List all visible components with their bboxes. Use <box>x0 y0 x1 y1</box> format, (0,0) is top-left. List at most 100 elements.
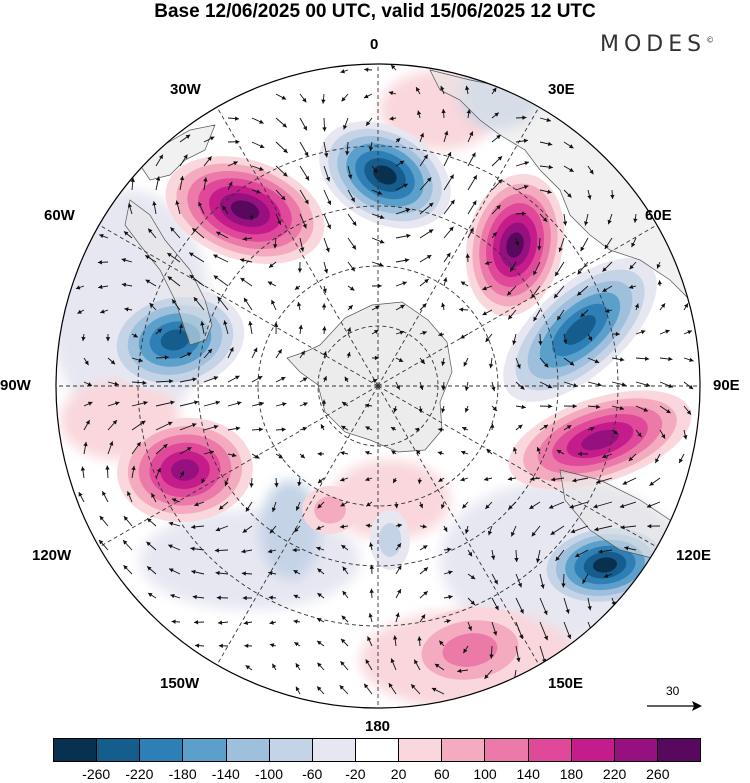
wind-arrow <box>251 401 265 407</box>
wind-arrow <box>131 333 139 338</box>
wind-arrow <box>179 154 188 167</box>
wind-arrow <box>443 277 448 287</box>
lon-label-90e: 90E <box>713 377 740 394</box>
wind-arrow <box>683 381 694 390</box>
wind-arrow <box>240 277 253 287</box>
wind-arrow <box>419 303 427 311</box>
meridian-line <box>377 220 665 387</box>
wind-arrow <box>462 501 469 509</box>
wind-arrow <box>268 595 277 600</box>
wind-arrow <box>467 200 477 215</box>
lon-label-0: 0 <box>370 36 379 53</box>
wind-arrow <box>346 351 351 359</box>
wind-arrow <box>179 400 199 407</box>
wind-arrow <box>491 573 499 585</box>
wind-arrow <box>320 424 325 431</box>
wind-arrow <box>121 258 133 263</box>
wind-arrow <box>659 381 674 388</box>
wind-arrow <box>419 154 429 167</box>
wind-arrow <box>419 544 428 551</box>
wind-arrow <box>347 285 355 291</box>
wind-arrow <box>340 450 349 456</box>
wind-arrow <box>395 381 401 390</box>
wind-arrow <box>295 501 301 511</box>
anomaly-contour <box>442 633 498 667</box>
wind-arrow <box>152 201 157 215</box>
wind-arrow <box>227 116 240 121</box>
wind-arrow <box>515 645 521 663</box>
wind-arrow <box>99 234 109 239</box>
wind-arrow <box>365 476 373 482</box>
lon-label-150w: 150W <box>160 675 200 692</box>
colorbar-tick-label: -180 <box>168 766 197 782</box>
wind-arrow <box>563 333 568 345</box>
wind-arrow <box>271 663 277 671</box>
wind-arrow <box>217 620 229 625</box>
wind-arrow <box>563 424 572 431</box>
wind-arrow <box>323 261 329 274</box>
wind-arrow <box>168 568 181 575</box>
wind-arrow <box>100 309 109 314</box>
wind-arrow <box>657 280 663 287</box>
wind-arrow <box>297 477 302 487</box>
lon-label-180: 180 <box>365 718 391 735</box>
wind-arrow <box>341 615 349 623</box>
wind-arrow <box>131 380 147 385</box>
wind-arrow <box>487 525 493 536</box>
wind-arrow <box>155 443 168 455</box>
colorbar-tick-label: -140 <box>211 766 240 782</box>
wind-arrow <box>440 85 445 95</box>
wind-arrow <box>484 260 493 266</box>
wind-arrow <box>121 282 133 288</box>
wind-arrow <box>170 226 181 239</box>
wind-arrow <box>539 117 552 123</box>
wind-arrow <box>371 305 380 311</box>
wind-arrow <box>124 307 133 312</box>
wind-arrow <box>531 525 541 537</box>
wind-arrow <box>123 564 133 575</box>
wind-arrow <box>509 261 517 272</box>
wind-arrow <box>587 189 592 200</box>
wind-arrow <box>155 355 169 360</box>
wind-arrow <box>467 573 476 580</box>
wind-arrow <box>168 544 181 551</box>
wind-arrow <box>619 501 637 509</box>
wind-arrow <box>251 141 265 149</box>
wind-arrow <box>563 357 575 366</box>
landmass <box>594 705 625 708</box>
wind-arrow <box>419 202 434 215</box>
wind-arrow <box>215 570 229 576</box>
anomaly-contour <box>592 557 618 573</box>
wind-arrow <box>105 465 110 479</box>
wind-arrow <box>190 546 205 551</box>
wind-arrow <box>83 357 89 366</box>
wind-arrow <box>218 643 229 649</box>
wind-arrow <box>341 93 349 102</box>
wind-arrow <box>587 357 600 364</box>
wind-arrow <box>515 184 529 191</box>
wind-arrow <box>371 165 378 174</box>
wind-arrow <box>323 213 331 230</box>
wind-arrow <box>316 546 325 551</box>
wind-arrow <box>122 539 133 551</box>
colorbar-tick-label: 180 <box>559 766 584 782</box>
wind-arrow <box>602 261 613 272</box>
wind-arrow <box>179 352 192 359</box>
wind-arrow <box>267 281 277 287</box>
wind-arrow <box>415 449 421 455</box>
wind-arrow <box>249 477 254 488</box>
wind-arrow <box>275 93 287 100</box>
wind-arrow <box>317 568 325 575</box>
wind-arrow <box>515 115 527 120</box>
wind-arrow <box>299 117 308 131</box>
wind-arrow <box>316 640 325 647</box>
wind-arrow <box>419 524 427 529</box>
wind-arrow <box>146 541 157 551</box>
wind-arrow <box>200 321 205 335</box>
wind-arrow <box>275 427 286 432</box>
wind-arrow <box>659 303 666 311</box>
wind-arrow <box>464 405 469 413</box>
wind-arrow <box>515 237 520 247</box>
wind-arrow <box>369 588 374 599</box>
wind-arrow <box>145 279 157 287</box>
